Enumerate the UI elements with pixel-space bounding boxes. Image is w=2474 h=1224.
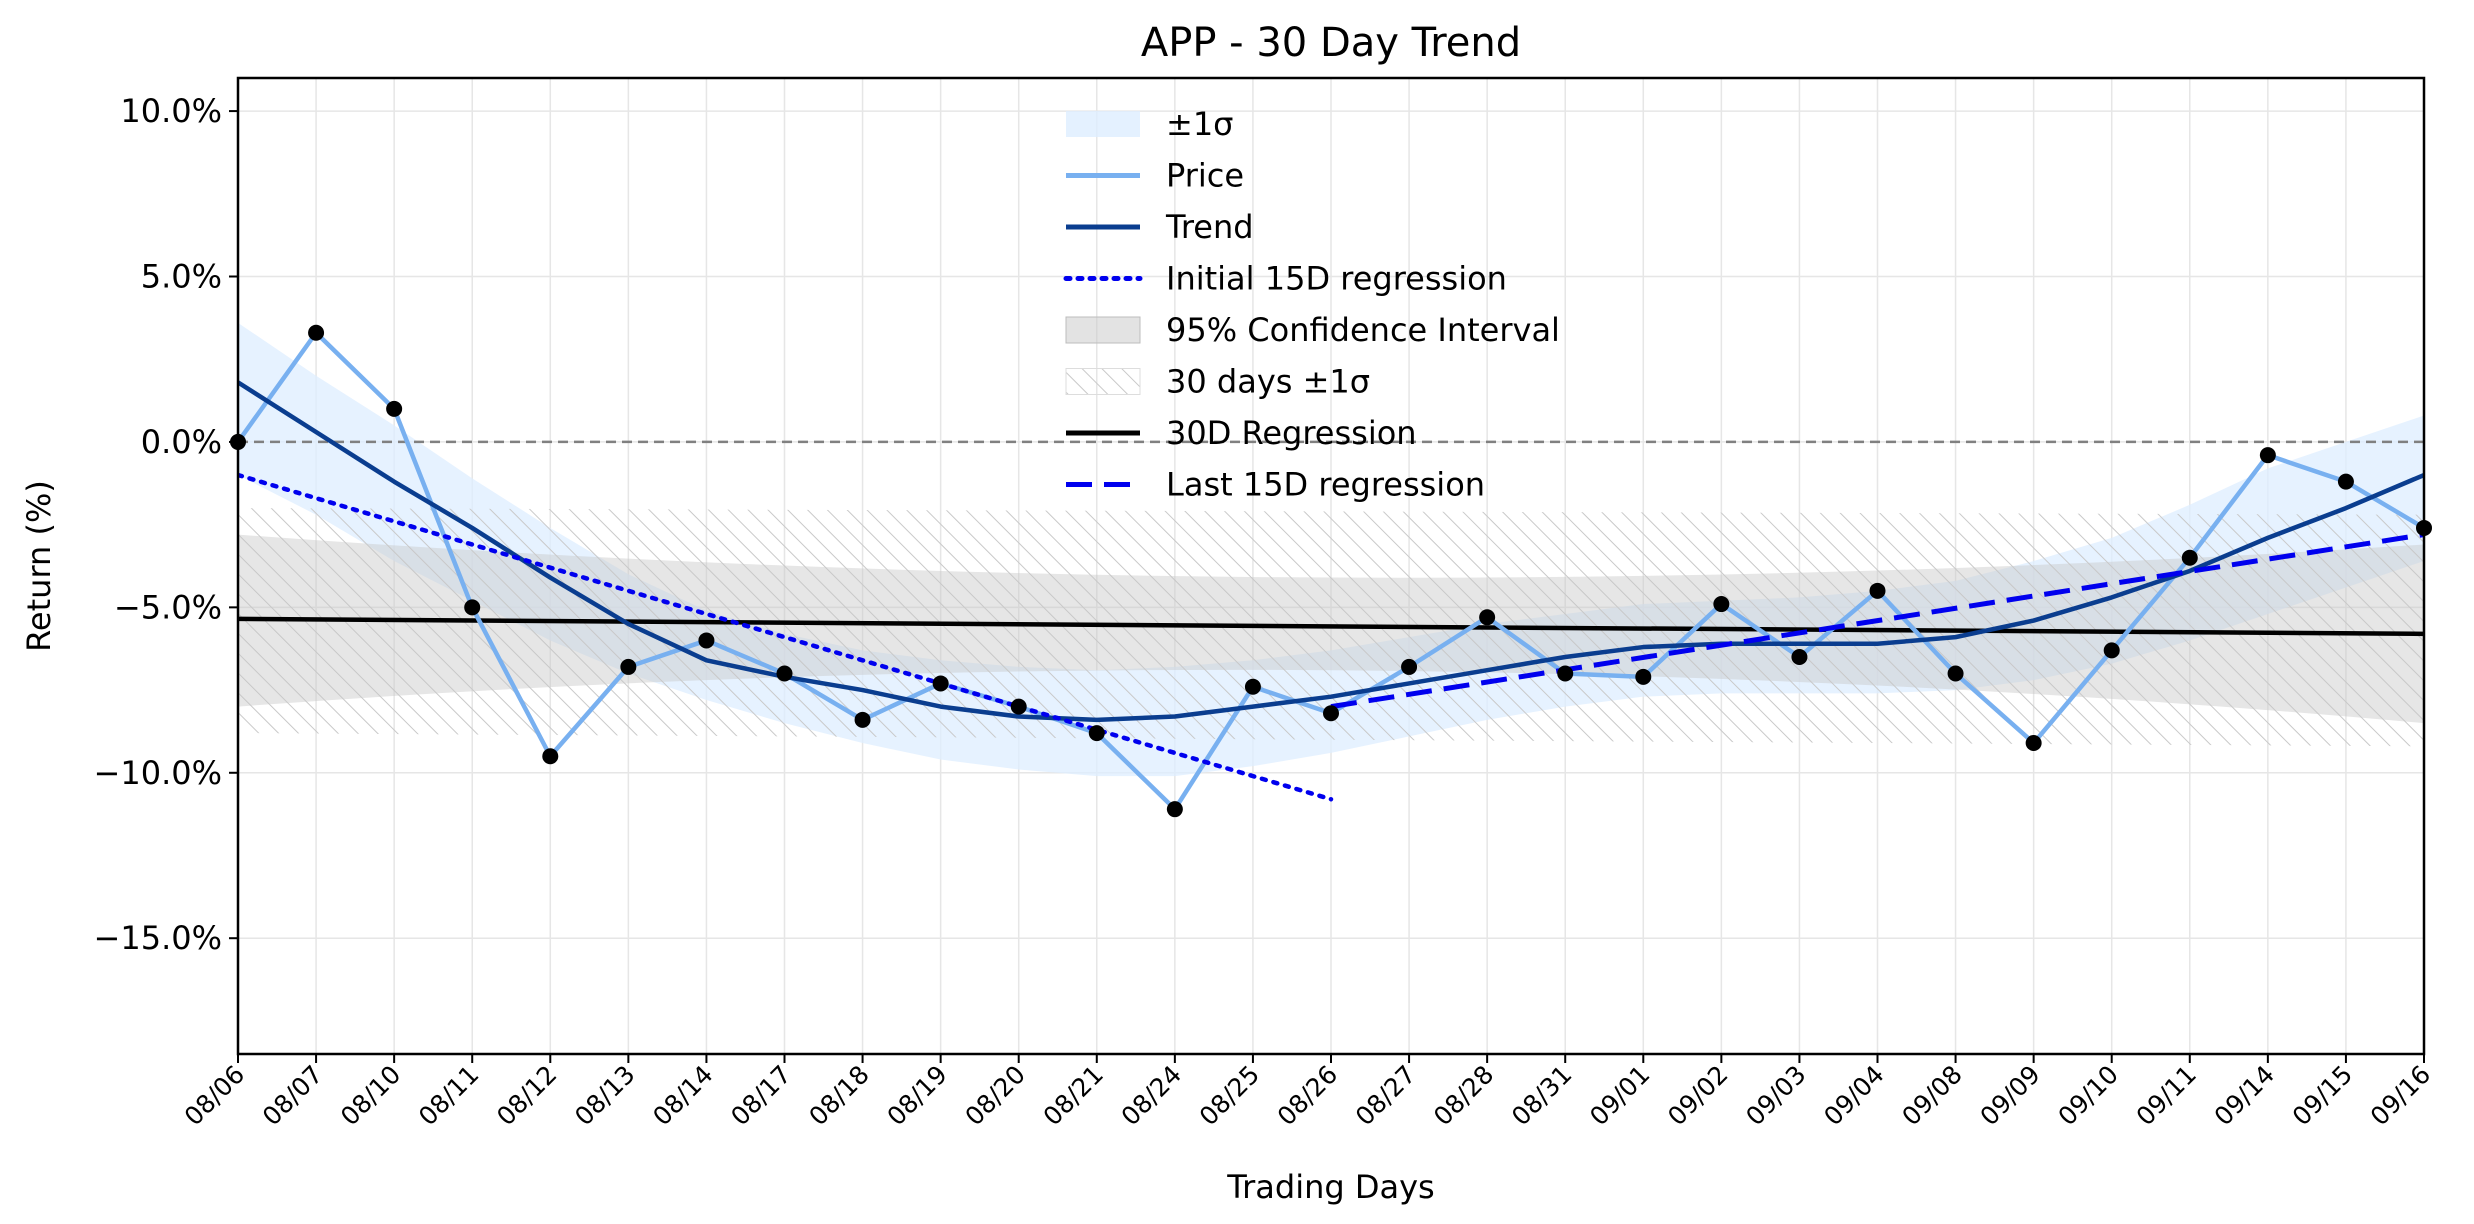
price-point <box>1166 801 1183 818</box>
x-tick-label: 08/28 <box>1428 1060 1499 1131</box>
x-tick-label: 08/10 <box>335 1060 406 1131</box>
legend-label: Price <box>1166 157 1244 195</box>
legend-item: Price <box>1066 157 1244 195</box>
legend-label: Trend <box>1165 208 1254 246</box>
y-tick-label: −5.0% <box>114 588 222 626</box>
y-tick-label: −15.0% <box>94 919 222 957</box>
price-point <box>1088 725 1105 742</box>
legend-label: 30 days ±1σ <box>1166 363 1370 401</box>
price-point <box>932 675 949 692</box>
chart-title: APP - 30 Day Trend <box>1141 20 1521 66</box>
legend-swatch <box>1066 111 1140 137</box>
x-tick-label: 09/15 <box>2287 1060 2358 1131</box>
x-tick-label: 08/14 <box>647 1060 718 1131</box>
x-tick-label: 09/16 <box>2365 1060 2436 1131</box>
price-point <box>1791 648 1808 665</box>
x-tick-label: 08/25 <box>1194 1060 1265 1131</box>
x-tick-label: 08/19 <box>881 1060 952 1131</box>
price-point <box>1244 678 1261 695</box>
x-tick-label: 09/08 <box>1896 1060 1967 1131</box>
x-tick-label: 09/03 <box>1740 1060 1811 1131</box>
legend-label: 95% Confidence Interval <box>1166 311 1560 349</box>
x-tick-label: 08/26 <box>1272 1060 1343 1131</box>
plot-area <box>230 76 2432 1056</box>
legend-item: Initial 15D regression <box>1063 260 1507 298</box>
x-axis-label: Trading Days <box>1226 1168 1434 1206</box>
legend-item: 30 days ±1σ <box>1065 363 1370 401</box>
price-point <box>1479 609 1496 626</box>
price-point <box>1947 665 1964 682</box>
price-point <box>1713 596 1730 613</box>
price-point <box>2181 549 2198 566</box>
price-point <box>1635 668 1652 685</box>
price-point <box>542 748 559 765</box>
y-tick-label: 5.0% <box>141 258 222 296</box>
y-axis-label: Return (%) <box>20 480 58 652</box>
legend-label: 30D Regression <box>1166 414 1417 452</box>
x-tick-label: 08/27 <box>1350 1060 1421 1131</box>
y-axis: 10.0% 5.0% 0.0% −5.0% −10.0% −15.0% <box>94 92 238 957</box>
price-point <box>1401 658 1418 675</box>
price-point <box>2259 447 2276 464</box>
thirty-day-regression-line <box>238 616 2424 637</box>
legend-swatch <box>1065 368 1141 395</box>
x-tick-label: 09/04 <box>1818 1060 1889 1131</box>
price-point <box>776 665 793 682</box>
y-tick-label: 0.0% <box>141 423 222 461</box>
x-tick-label: 08/17 <box>725 1060 796 1131</box>
price-point <box>308 324 325 341</box>
legend-item: 95% Confidence Interval <box>1065 311 1560 349</box>
price-point <box>1323 705 1339 722</box>
price-point <box>1869 582 1886 599</box>
legend-item: ±1σ <box>1066 105 1233 143</box>
legend-swatch <box>1065 316 1141 344</box>
y-tick-label: −10.0% <box>94 754 222 792</box>
x-tick-label: 08/11 <box>413 1060 484 1131</box>
x-tick-label: 09/09 <box>1974 1060 2045 1131</box>
price-point <box>1557 665 1574 682</box>
x-tick-label: 09/02 <box>1662 1060 1733 1131</box>
x-tick-label: 08/13 <box>569 1060 640 1131</box>
x-tick-label: 08/18 <box>803 1060 874 1131</box>
price-point <box>854 711 871 728</box>
legend-item: Trend <box>1066 208 1254 246</box>
price-point <box>620 658 637 675</box>
x-tick-label: 09/01 <box>1584 1060 1655 1131</box>
x-tick-label: 08/06 <box>179 1060 250 1131</box>
y-tick-label: 10.0% <box>120 92 222 130</box>
initial-15d-regression-line <box>238 472 1334 802</box>
last-15d-regression-line <box>1330 532 2424 710</box>
x-tick-label: 08/31 <box>1506 1060 1577 1131</box>
price-markers <box>230 324 2432 818</box>
x-tick-label: 08/07 <box>257 1060 328 1131</box>
x-tick-label: 09/11 <box>2131 1060 2202 1131</box>
x-tick-label: 08/12 <box>491 1060 562 1131</box>
trend-line <box>238 380 2424 723</box>
legend-label: Initial 15D regression <box>1166 260 1507 298</box>
legend-label: ±1σ <box>1166 105 1233 143</box>
legend: ±1σ Price Trend Initial 15D regression 95% C… <box>1063 105 1560 504</box>
x-tick-label: 09/14 <box>2209 1060 2280 1131</box>
price-point <box>1010 698 1027 715</box>
x-tick-label: 08/24 <box>1116 1060 1187 1131</box>
x-tick-label: 08/20 <box>960 1060 1031 1131</box>
price-point <box>698 632 715 649</box>
price-point <box>2337 473 2354 490</box>
legend-item: 30D Regression <box>1066 414 1417 452</box>
price-point <box>2025 735 2042 752</box>
legend-label: Last 15D regression <box>1166 466 1485 504</box>
legend-item: Last 15D regression <box>1066 466 1485 504</box>
x-tick-label: 08/21 <box>1038 1060 1109 1131</box>
price-point <box>464 599 481 616</box>
price-point <box>386 400 403 417</box>
x-tick-label: 09/10 <box>2053 1060 2124 1131</box>
x-axis: 08/06 08/07 08/10 08/11 08/12 08/13 08/14 08/17… <box>179 1054 2436 1131</box>
price-point <box>2103 642 2120 659</box>
